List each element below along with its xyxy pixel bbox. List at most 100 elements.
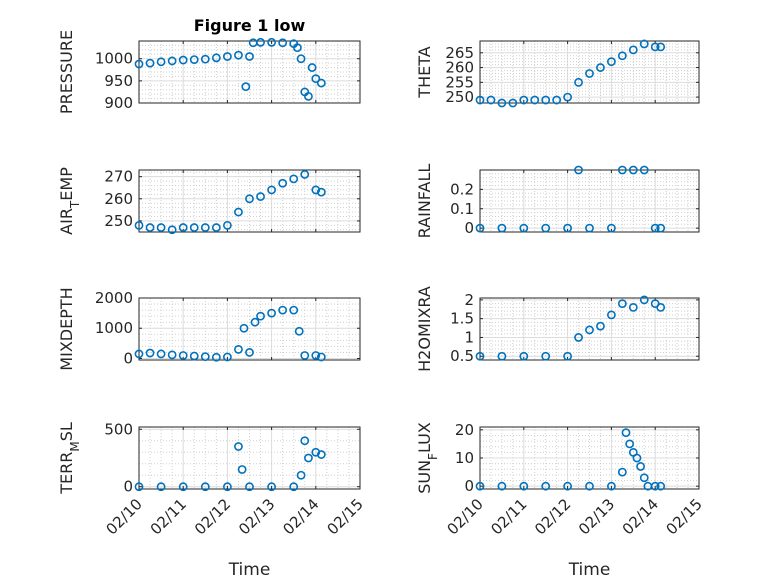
chart-6-data-point: [519, 351, 529, 361]
chart-2-data-point: [519, 95, 529, 105]
chart-5-data-point: [167, 350, 177, 360]
chart-3-data-point: [267, 185, 276, 195]
chart-7-xtick-label: 02/13: [235, 495, 278, 538]
chart-1-data-point: [245, 52, 254, 61]
chart-3-data-point: [167, 225, 177, 235]
chart-1-data-point: [307, 63, 317, 72]
chart-8-xtick-label: 02/12: [531, 495, 574, 538]
chart-2-data-point: [497, 98, 507, 108]
chart-8-data-point: [636, 462, 645, 471]
chart-3-data-point: [178, 223, 188, 232]
chart-4-data-point: [650, 223, 660, 233]
chart-8-data-point: [585, 481, 594, 491]
chart-8-xtick-label: 02/14: [619, 495, 662, 538]
chart-8-data-point: [632, 453, 642, 463]
chart-2-data-point: [486, 95, 496, 105]
chart-5-data-point: [178, 351, 188, 360]
chart-7-data-point: [289, 482, 299, 492]
chart-1-data-point: [178, 55, 188, 65]
chart-6-axes-frame: [479, 297, 700, 361]
chart-7-data-point: [234, 442, 243, 451]
chart-5-data-point: [222, 352, 232, 362]
chart-4-data-point: [656, 223, 666, 233]
chart-2-data-point: [552, 95, 562, 105]
chart-2-ylabel: THETA: [415, 46, 434, 98]
chart-2-ytick-label: 255: [445, 73, 474, 91]
chart-7-ytick-label: 500: [104, 420, 133, 438]
chart-3-data-point: [311, 185, 321, 195]
chart-7-data-point: [156, 482, 166, 492]
chart-8-data-point: [617, 467, 627, 477]
chart-7-data-point: [304, 453, 313, 463]
chart-7-xtick-label: 02/14: [279, 495, 322, 538]
chart-2-ytick-label: 265: [445, 44, 474, 62]
chart-7-data-point: [296, 470, 306, 480]
chart-7-data-point: [200, 482, 210, 492]
chart-2-data-point: [607, 57, 616, 67]
chart-7-ylabel: TERRMSL: [57, 422, 82, 495]
chart-7-axes-frame: [138, 426, 361, 490]
chart-4-ytick-label: 0.1: [450, 200, 474, 218]
chart-7-data-point: [267, 482, 276, 492]
chart-8-xtick-label: 02/11: [487, 495, 530, 538]
chart-1-data-point: [211, 53, 221, 63]
chart-4-data-point: [607, 223, 616, 233]
chart-1-data-point: [241, 82, 251, 92]
chart-2-data-point: [475, 95, 485, 105]
chart-7-data-point: [178, 482, 188, 492]
chart-3-data-point: [200, 223, 210, 232]
chart-8-data-point: [563, 481, 572, 491]
chart-5-data-point: [245, 348, 254, 357]
chart-1-data-point: [234, 50, 243, 60]
chart-1-data-point: [222, 52, 232, 61]
chart-1-title: Figure 1 low: [194, 16, 306, 35]
chart-5-data-point: [211, 352, 221, 362]
chart-7-data-point: [134, 482, 144, 492]
chart-2-ytick-label: 250: [445, 88, 474, 106]
chart-1-data-point: [134, 59, 144, 69]
chart-8-data-point: [621, 428, 631, 438]
chart-2-data-point: [574, 77, 583, 87]
chart-8-data-point: [650, 481, 660, 491]
chart-7-data-point: [222, 482, 232, 492]
chart-3-ylabel: AIRTEMP: [57, 167, 82, 235]
chart-4-ylabel: RAINFALL: [415, 164, 434, 239]
chart-1-data-point: [267, 37, 276, 47]
chart-3-axes-frame: [138, 169, 361, 233]
chart-1-data-point: [292, 43, 302, 53]
chart-5-ytick-label: 1000: [95, 319, 133, 337]
chart-1-data-point: [256, 37, 265, 47]
chart-4-data-point: [475, 223, 485, 233]
chart-1-ylabel: PRESSURE: [57, 30, 76, 114]
chart-3-data-point: [316, 187, 326, 197]
chart-4-ytick-label: 0: [464, 219, 474, 237]
chart-2-data-point: [617, 51, 627, 61]
chart-2-axes-frame: [479, 40, 700, 104]
chart-6-data-point: [656, 302, 666, 312]
chart-7-xtick-label: 02/12: [191, 495, 234, 538]
chart-3-data-point: [256, 192, 265, 201]
chart-5-data-point: [189, 351, 199, 361]
chart-1-data-point: [200, 54, 210, 64]
chart-2-data-point: [656, 42, 666, 52]
chart-8-data-point: [625, 439, 635, 449]
chart-1-ytick-label: 900: [104, 94, 133, 112]
chart-3-data-point: [134, 220, 144, 230]
chart-1-data-point: [156, 57, 166, 67]
chart-1-data-point: [189, 55, 199, 64]
chart-6-ytick-label: 2: [464, 291, 474, 309]
chart-4-data-point: [541, 223, 551, 233]
chart-2-data-point: [563, 92, 572, 102]
chart-5-data-point: [250, 317, 260, 327]
chart-3-data-point: [278, 178, 288, 188]
chart-5-data-point: [156, 349, 166, 359]
chart-8-ytick-label: 10: [455, 449, 474, 467]
chart-6-data-point: [563, 351, 572, 361]
chart-8-data-point: [656, 481, 666, 491]
chart-3-data-point: [211, 223, 221, 232]
chart-8-data-point: [541, 481, 551, 491]
chart-3-ytick-label: 250: [104, 212, 133, 230]
chart-7-xtick-label: 02/11: [147, 495, 190, 538]
chart-8-data-point: [639, 473, 649, 483]
